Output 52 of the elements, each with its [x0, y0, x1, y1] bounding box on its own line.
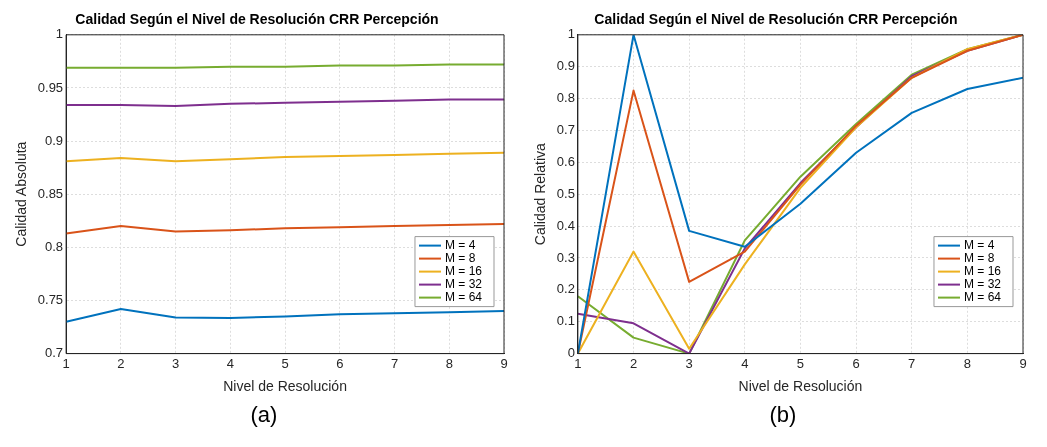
y-tick-label: 0.4 [556, 217, 575, 233]
x-axis-title: Nivel de Resolución [738, 378, 863, 395]
y-tick-label: 0.9 [45, 132, 64, 148]
y-axis-title: Calidad Absoluta [13, 141, 30, 247]
text: (b) [769, 402, 797, 428]
y-tick-label: 0.5 [556, 185, 575, 201]
y-tick-label: 0 [567, 345, 575, 361]
y-tick-label: 0.7 [556, 122, 575, 138]
y-axis-title: Calidad Relativa [532, 143, 549, 246]
y-tick-label: 0.85 [37, 185, 64, 201]
legend-label: M = 4 [444, 237, 476, 252]
y-tick-label: 0.75 [37, 292, 64, 308]
y-tick-label: 0.7 [45, 345, 64, 361]
x-tick-label: 8 [963, 355, 971, 371]
y-tick-label: 1 [567, 26, 575, 42]
legend-label: M = 8 [444, 250, 476, 265]
y-tick-label: 0.1 [556, 313, 575, 329]
text: (a) [250, 402, 278, 428]
legend-label: M = 16 [963, 263, 1002, 278]
x-tick-label: 2 [629, 355, 638, 371]
x-tick-label: 5 [796, 355, 805, 371]
y-tick-label: 0.9 [556, 58, 575, 74]
legend-label: M = 16 [444, 263, 483, 278]
x-tick-label: 8 [445, 355, 453, 371]
legend-label: M = 32 [963, 276, 1002, 291]
y-tick-label: 0.2 [556, 281, 575, 297]
y-tick-label: 1 [55, 26, 64, 42]
legend-label: M = 8 [963, 250, 995, 265]
x-tick-label: 2 [117, 355, 125, 371]
x-tick-label: 6 [336, 355, 344, 371]
x-tick-label: 3 [171, 355, 180, 371]
y-tick-label: 0.8 [556, 90, 575, 106]
legend-label: M = 64 [963, 289, 1002, 304]
chart-title: Calidad Según el Nivel de Resolución CRR Percepción [594, 11, 958, 28]
x-tick-label: 9 [500, 355, 508, 371]
x-tick-label: 4 [226, 355, 234, 371]
y-tick-label: 0.8 [45, 238, 64, 254]
y-tick-label: 0.3 [556, 249, 575, 265]
x-tick-label: 5 [281, 355, 289, 371]
x-tick-label: 4 [741, 355, 749, 371]
chart-title: Calidad Según el Nivel de Resolución CRR Percepción [75, 11, 439, 28]
x-tick-label: 3 [685, 355, 693, 371]
legend-label: M = 32 [444, 276, 483, 291]
legend-label: M = 4 [963, 237, 995, 252]
x-axis-title: Nivel de Resolución [223, 378, 347, 395]
legend-label: M = 64 [444, 289, 483, 304]
x-tick-label: 6 [852, 355, 860, 371]
x-tick-label: 7 [390, 355, 399, 371]
y-tick-label: 0.95 [37, 79, 64, 95]
x-tick-label: 9 [1019, 355, 1027, 371]
x-tick-label: 7 [908, 355, 916, 371]
y-tick-label: 0.6 [556, 153, 575, 169]
